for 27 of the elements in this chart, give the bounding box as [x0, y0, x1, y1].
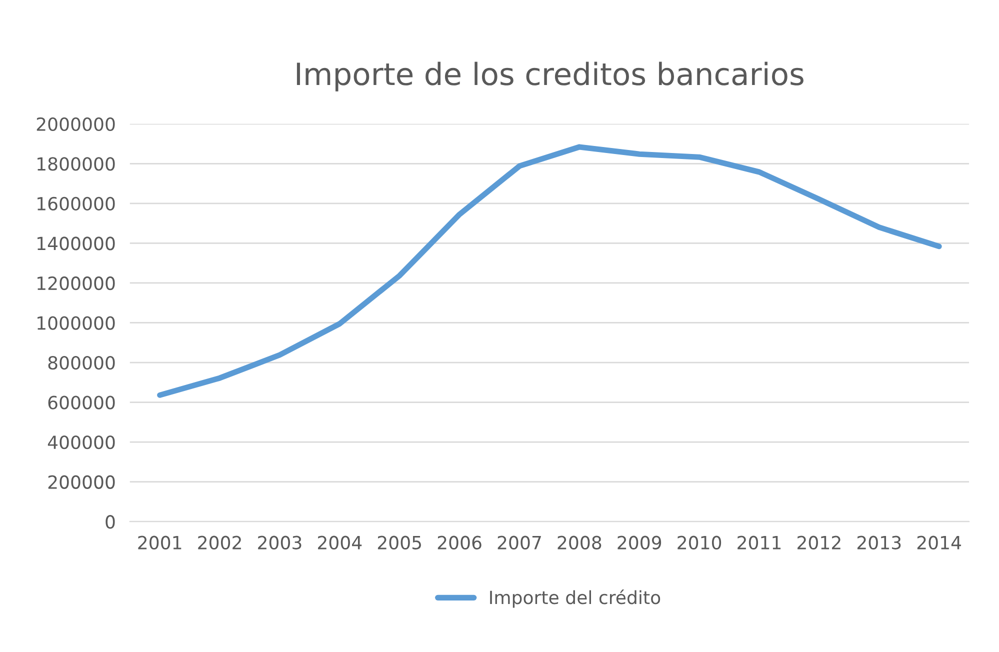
- x-tick-label: 2007: [498, 536, 541, 550]
- chart-title: Importe de los creditos bancarios: [296, 62, 804, 92]
- y-tick-label: 0: [106, 515, 115, 529]
- x-tick-label: 2011: [738, 536, 781, 550]
- x-tick-label: 2013: [857, 536, 901, 550]
- x-tick-label: 2003: [258, 536, 302, 550]
- x-tick-label: 2009: [618, 536, 662, 550]
- x-tick-label: 2001: [138, 536, 182, 550]
- y-tick-label: 400000: [48, 436, 115, 450]
- y-tick-label: 200000: [48, 475, 115, 489]
- x-tick-label: 2014: [917, 536, 962, 550]
- y-tick-label: 1000000: [38, 316, 115, 330]
- y-tick-label: 1600000: [38, 196, 115, 211]
- x-tick-label: 2004: [318, 536, 362, 550]
- x-tick-label: 2012: [798, 536, 840, 550]
- x-tick-label: 2002: [198, 536, 241, 550]
- x-tick-label: 2010: [678, 536, 722, 550]
- y-tick-label: 800000: [48, 356, 115, 370]
- x-tick-label: 2005: [378, 536, 421, 550]
- x-tick-label: 2008: [558, 536, 602, 550]
- y-tick-label: 600000: [48, 396, 115, 410]
- x-tick-label: 2006: [438, 536, 482, 550]
- legend-label: Importe del crédito: [490, 590, 660, 608]
- y-tick-label: 1400000: [38, 236, 115, 250]
- y-tick-label: 2000000: [36, 117, 115, 131]
- y-tick-label: 1200000: [38, 276, 115, 290]
- y-tick-label: 1800000: [38, 157, 115, 171]
